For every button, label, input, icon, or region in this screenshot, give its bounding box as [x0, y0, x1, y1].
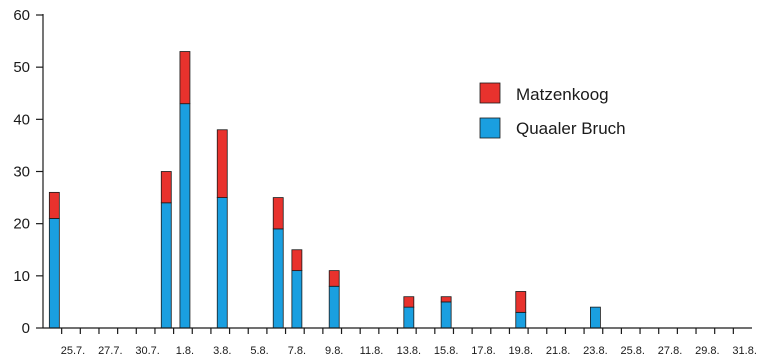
x-tick-label: 30.7. [135, 345, 159, 357]
x-tick-label: 1.8. [176, 345, 194, 357]
bar-segment-quaaler-bruch [291, 270, 303, 329]
bar-segment-matzenkoog [48, 191, 60, 219]
legend-swatch-quaaler-bruch [479, 117, 501, 139]
bar-segment-matzenkoog [272, 197, 284, 230]
bar-segment-matzenkoog [160, 171, 172, 204]
bar-segment-quaaler-bruch [328, 285, 340, 329]
x-tick-label: 27.8. [658, 345, 682, 357]
x-tick-label: 27.7. [98, 345, 122, 357]
bar-segment-matzenkoog [179, 51, 191, 105]
x-tick-label: 25.7. [61, 345, 85, 357]
x-tick-label: 23.8. [583, 345, 607, 357]
bar-segment-matzenkoog [291, 249, 303, 272]
y-tick-label: 20 [13, 216, 30, 233]
legend-label-quaaler-bruch: Quaaler Bruch [516, 119, 626, 138]
bar-segment-quaaler-bruch [179, 103, 191, 329]
y-tick-label: 40 [13, 111, 30, 128]
x-axis-ticks: 25.7. 27.7. 30.7. 1.8. 3.8. 5.8. 7.8. 9.8. 11.8.… [61, 328, 757, 357]
y-tick-label: 30 [13, 164, 30, 181]
y-tick-label: 0 [22, 320, 30, 337]
x-tick-label: 11.8. [360, 345, 384, 357]
x-tick-label: 7.8. [288, 345, 306, 357]
y-axis-ticks: 0 10 20 30 40 50 60 [13, 7, 43, 337]
legend-swatch-matzenkoog [479, 82, 501, 104]
x-tick-label: 3.8. [213, 345, 231, 357]
y-tick-label: 50 [13, 59, 30, 76]
bar-segment-quaaler-bruch [403, 306, 415, 329]
x-tick-label: 9.8. [325, 345, 343, 357]
x-tick-label: 19.8. [509, 345, 533, 357]
legend-label-matzenkoog: Matzenkoog [516, 85, 609, 104]
x-tick-label: 15.8. [434, 345, 458, 357]
y-tick-label: 60 [13, 7, 30, 24]
bar-segment-matzenkoog [216, 129, 228, 198]
x-tick-label: 13.8. [397, 345, 421, 357]
bar-segment-matzenkoog [440, 296, 452, 303]
bar-segment-quaaler-bruch [48, 218, 60, 329]
x-tick-label: 25.8. [620, 345, 644, 357]
bar-segment-quaaler-bruch [440, 301, 452, 329]
bar-segment-quaaler-bruch [216, 197, 228, 329]
legend: Matzenkoog Quaaler Bruch [479, 82, 626, 139]
x-tick-label: 29.8. [695, 345, 719, 357]
bar-segment-matzenkoog [403, 296, 415, 308]
bar-segment-matzenkoog [328, 270, 340, 287]
x-tick-label: 31.8. [732, 345, 756, 357]
bar-segment-quaaler-bruch [515, 311, 527, 329]
y-tick-label: 10 [13, 268, 30, 285]
bar-segment-quaaler-bruch [272, 228, 284, 329]
x-tick-label: 17.8. [471, 345, 495, 357]
bars [48, 51, 601, 329]
x-tick-label: 5.8. [250, 345, 268, 357]
bar-segment-quaaler-bruch [590, 306, 601, 329]
x-tick-label: 21.8. [546, 345, 570, 357]
bar-segment-matzenkoog [515, 291, 527, 313]
bar-segment-quaaler-bruch [160, 202, 172, 329]
